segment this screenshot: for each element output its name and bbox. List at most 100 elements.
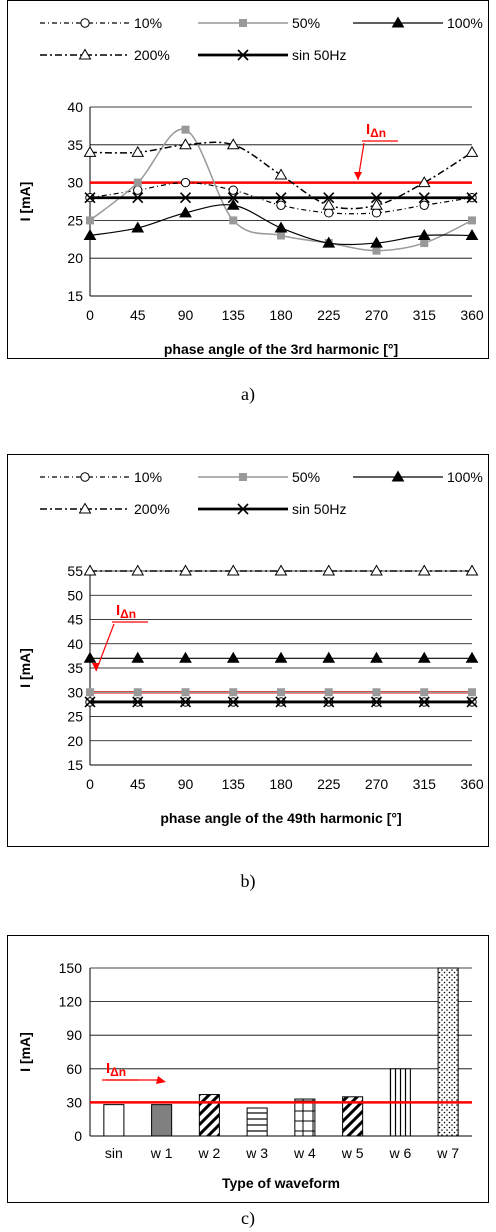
chart-b-point-50-270 [372,688,381,697]
chart-a-threshold-arrowhead [354,172,362,180]
chart-a-point-200-45 [131,145,145,157]
chart-a-point-100-360 [465,229,479,241]
chart-b-point-sin-50hz-180 [275,696,287,708]
chart-a-point-sin-50hz-225 [323,192,335,204]
chart-a-point-100-270 [370,236,383,248]
chart-a-point-50-360 [468,216,476,225]
chart-b-point-100-45 [131,651,145,663]
chart-b-legend-label-100: 100% [447,469,483,485]
chart-b-legend-marker-50 [239,473,247,481]
chart-b-point-200-315 [417,564,431,576]
chart-a-x-tick-135: 135 [222,307,246,323]
chart-a-point-sin-50hz-135 [227,192,239,204]
chart-b-legend-marker-100 [391,470,405,482]
chart-a-series-line-50 [89,128,473,252]
chart-b-legend-marker-sin-50hz [237,503,249,515]
chart-b-point-50-45 [133,688,142,697]
chart-a-point-10-270 [371,208,382,218]
chart-a-point-sin-50hz-180 [275,192,287,204]
chart-c-y-tick-150: 150 [59,960,83,976]
chart-b-gridlines [90,570,472,766]
chart-b-point-sin-50hz-90 [179,696,192,708]
chart-b-point-200-90 [179,564,192,576]
chart-a-legend-label-sin-50hz: sin 50Hz [292,47,346,63]
chart-a-y-tick-30: 30 [67,175,83,191]
chart-a-point-50-135 [229,216,238,225]
chart-b-x-tick-315: 315 [413,776,437,792]
chart-c-bar-w-7 [437,967,459,1137]
chart-a-y-axis-label: I [mA] [17,182,33,222]
chart-c-y-tick-90: 90 [66,1027,82,1043]
chart-b-x-tick-180: 180 [269,776,293,792]
chart-a-y-tick-25: 25 [67,212,83,228]
chart-c: 0 30 60 90 120 150 sin w 1 w 2 w 3 w 4 w 5 w 6 w 7 Typ… [17,960,472,1191]
chart-a-point-200-0 [83,145,97,157]
chart-a-series-sin-50hz [84,192,478,204]
caption-b: b) [240,871,256,891]
chart-a-series-100 [83,198,479,248]
chart-b-legend-label-10: 10% [134,469,162,485]
chart-b-legend: 10% 50% 100% 200% sin 50Hz [40,469,483,517]
chart-b-point-200-270 [370,564,383,576]
chart-b-series-200 [83,564,479,576]
chart-b-point-100-0 [83,651,97,663]
chart-a-point-sin-50hz-90 [179,192,192,204]
chart-b-x-tick-135: 135 [222,776,246,792]
chart-c-threshold-annotation: IΔn [102,1060,166,1084]
chart-b-point-sin-50hz-45 [132,696,144,708]
chart-panel-b: 10% 50% 100% 200% sin 50Hz 15 20 25 30 35 40 45 50 55… [7,454,489,847]
chart-a-point-200-270 [370,198,383,210]
chart-b-y-tick-20: 20 [67,733,83,749]
chart-a-y-tick-20: 20 [67,250,83,266]
caption-c: c) [241,1208,255,1228]
chart-a-point-200-225 [322,198,336,210]
chart-a-point-50-315 [420,239,429,248]
chart-b-point-200-0 [83,564,97,576]
chart-a-point-100-225 [322,236,336,248]
chart-b-y-tick-30: 30 [67,684,83,700]
chart-c-y-tick-60: 60 [66,1061,82,1077]
chart-a-point-10-315 [419,200,429,210]
chart-a-x-tick-315: 315 [413,307,437,323]
chart-c-x-tick-sin: sin [105,1145,123,1161]
chart-b-point-100-315 [417,651,431,663]
chart-b-series-100 [83,651,479,663]
chart-b-x-tick-0: 0 [86,776,94,792]
chart-a-y-tick-15: 15 [67,288,83,304]
chart-a-legend-marker-50 [239,19,247,27]
chart-a-point-200-90 [179,138,192,150]
chart-a-point-50-45 [133,178,142,187]
chart-a-point-100-0 [83,229,97,241]
chart-a-point-100-315 [417,229,431,241]
chart-a-point-100-90 [179,206,192,218]
chart-a-point-200-360 [465,145,479,157]
chart-b-point-sin-50hz-270 [370,696,383,708]
chart-b-x-tick-90: 90 [178,776,194,792]
chart-a-x-tick-270: 270 [365,307,389,323]
chart-b-point-100-90 [179,651,192,663]
chart-b-series-sin-50hz [84,696,478,708]
chart-b-legend-label-50: 50% [292,469,320,485]
chart-b-point-200-45 [131,564,145,576]
chart-b-threshold-label: IΔn [116,602,136,621]
chart-b-point-50-315 [420,688,429,697]
chart-a-legend-label-50: 50% [292,15,320,31]
chart-a-threshold-label: IΔn [366,121,386,140]
chart-a-legend-marker-sin-50hz [237,49,249,61]
chart-c-threshold-arrowhead [156,1076,166,1084]
chart-b-legend-marker-200 [78,502,92,514]
chart-b-legend-marker-10 [80,472,90,482]
chart-b-point-200-180 [274,564,288,576]
chart-b-y-axis-label: I [mA] [17,648,33,688]
chart-c-x-tick-w-1: w 1 [150,1145,173,1161]
chart-c-bar-w-2 [198,1094,220,1137]
chart-b-y-tick-50: 50 [67,587,83,603]
chart-a-y-tick-40: 40 [67,99,83,115]
chart-a-point-200-315 [417,176,431,188]
chart-b-y-tick-25: 25 [67,709,83,725]
chart-b-point-100-225 [322,651,336,663]
chart-c-x-axis-label: Type of waveform [222,1175,340,1191]
chart-b-point-50-180 [277,688,285,697]
chart-a-point-50-0 [86,216,94,225]
chart-a-legend-label-200: 200% [134,47,170,63]
